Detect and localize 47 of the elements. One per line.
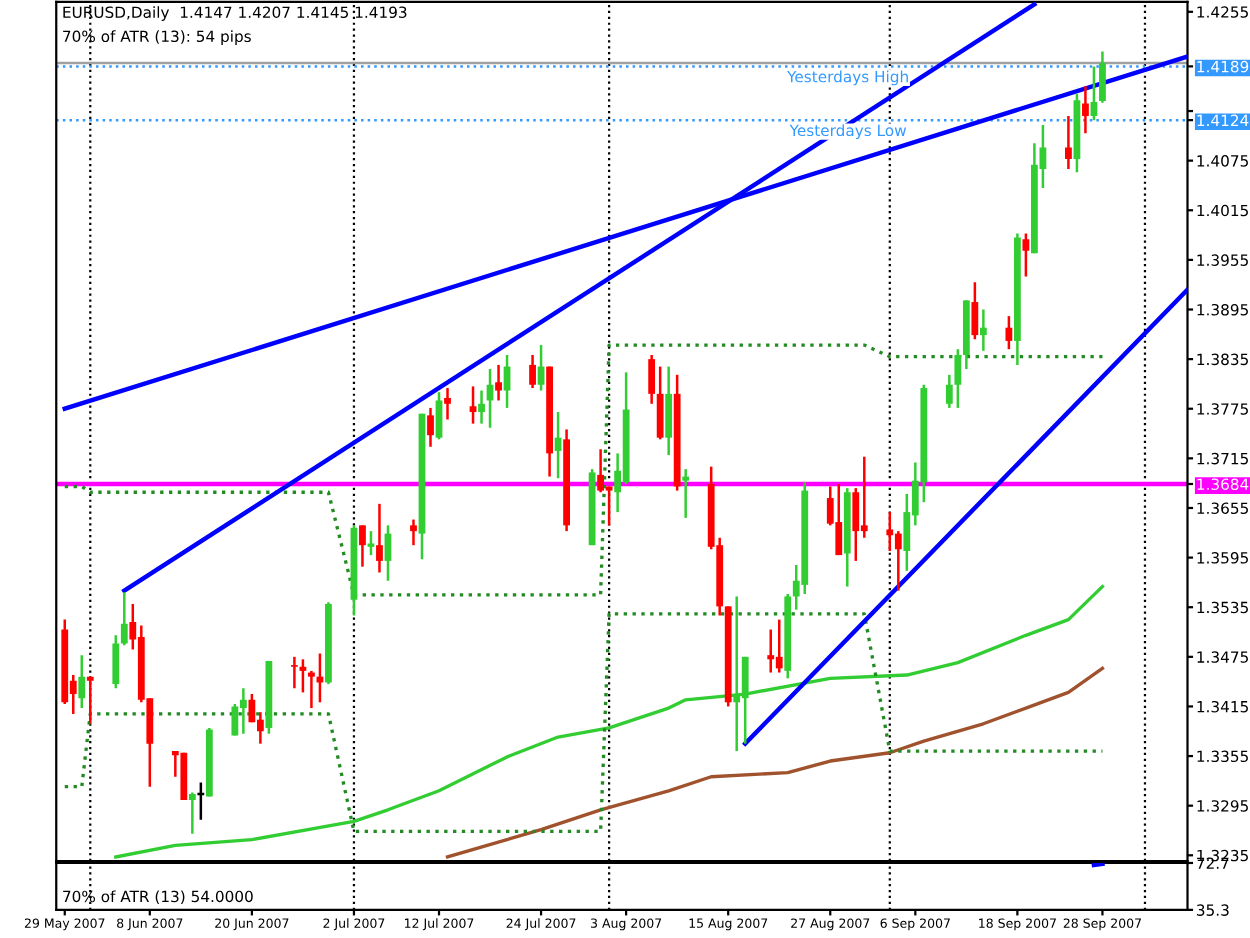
candlestick <box>656 365 664 441</box>
candlestick <box>308 669 315 710</box>
candlestick <box>239 687 247 735</box>
candlestick <box>886 510 894 553</box>
candlestick <box>954 347 962 410</box>
candlestick <box>665 365 673 457</box>
candlestick <box>1099 50 1106 105</box>
candlestick <box>767 628 775 674</box>
candlestick <box>231 702 239 737</box>
candlestick <box>775 618 783 674</box>
candlestick <box>860 455 868 539</box>
candlestick <box>894 529 902 592</box>
candlestick <box>741 655 749 745</box>
candlestick <box>410 518 417 547</box>
candlestick <box>86 675 94 726</box>
candlestick <box>852 486 860 563</box>
candlestick <box>427 406 434 449</box>
candlestick <box>495 363 502 402</box>
candlestick <box>682 467 690 520</box>
candlestick <box>291 655 298 690</box>
candlestick <box>435 390 443 441</box>
candlestick <box>359 524 366 568</box>
candlestick <box>469 385 477 425</box>
candlestick <box>188 791 196 836</box>
line-series <box>114 584 1105 859</box>
candlestick <box>648 353 656 406</box>
candlestick <box>835 482 843 557</box>
candlestick <box>78 653 86 710</box>
candlestick <box>1065 114 1072 171</box>
candlestick <box>478 389 485 425</box>
candlestick <box>1082 84 1089 135</box>
candlestick <box>1005 314 1013 351</box>
candlestick <box>120 591 128 647</box>
candlestick <box>1022 232 1030 278</box>
candlestick <box>180 751 188 802</box>
candlestick <box>733 595 741 753</box>
candlestick <box>248 692 256 724</box>
candlestick <box>376 502 383 574</box>
line-series <box>63 612 1105 833</box>
candlestick <box>444 386 451 421</box>
candlestick <box>971 280 979 341</box>
candlestick <box>979 308 987 353</box>
candlestick <box>529 353 536 390</box>
candlestick <box>112 634 120 690</box>
line-series <box>445 666 1105 859</box>
candlestick <box>597 448 605 494</box>
line-series <box>63 343 1105 597</box>
